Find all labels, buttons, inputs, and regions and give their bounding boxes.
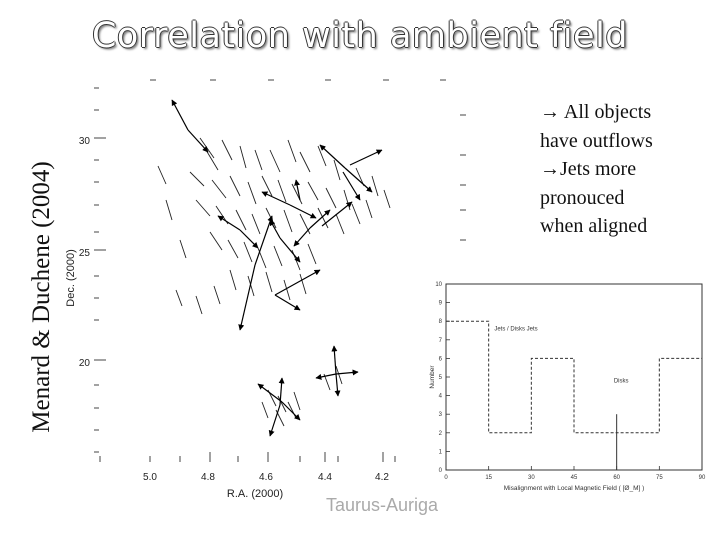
slide-title: Correlation with ambient field [91,16,629,56]
y-tick-label: 7 [439,338,443,344]
histogram-x-axis-label: Misalignment with Local Magnetic Field (… [504,485,645,492]
region-label: Taurus-Auriga [326,495,439,515]
y-tick-label: 5 [439,375,443,381]
y-tick-label: 3 [439,412,443,418]
histogram-y-axis-label: Number [429,365,436,389]
map-x-axis-label: R.A. (2000) [227,488,283,500]
x-tick-label: 5.0 [143,472,157,483]
bullet-line: when aligned [540,215,648,237]
y-tick-label: 20 [79,358,91,369]
bullet-list: → All objects have outflows →Jets more p… [540,98,718,241]
bullet-line: → All objects [540,101,652,123]
x-tick-label: 60 [613,475,620,481]
y-tick-label: 30 [79,136,91,147]
y-tick-label: 2 [439,431,443,437]
x-tick-label: 15 [485,475,492,481]
map-y-axis-label: Dec. (2000) [65,249,77,306]
y-tick-label: 4 [439,394,443,400]
map-frame [94,79,466,462]
y-tick-label: 25 [79,248,91,259]
y-tick-label: 0 [439,468,443,474]
annotation-jets-disks: Jets / Disks Jets [494,327,537,333]
y-tick-label: 1 [439,449,443,455]
outflow-arrows [171,99,383,437]
annotation-disks: Disks [614,379,629,385]
y-tick-label: 8 [439,319,443,325]
x-tick-label: 4.4 [318,472,332,483]
bullet-line: have outflows [540,129,653,152]
y-tick-label: 9 [439,301,443,307]
y-tick-label: 10 [435,282,442,288]
x-tick-label: 4.6 [259,472,273,483]
x-tick-label: 4.8 [201,472,215,483]
x-tick-label: 4.2 [375,472,389,483]
x-tick-label: 0 [444,475,448,481]
x-tick-label: 75 [656,475,663,481]
x-tick-label: 45 [571,475,578,481]
arrow-icon: → [540,101,560,123]
x-tick-label: 30 [528,475,535,481]
bullet-line: →Jets more [540,158,637,180]
arrow-icon: → [540,158,560,180]
y-tick-label: 6 [439,356,443,362]
bullet-line: pronouced [540,186,625,209]
series-jets-disks-line [446,320,702,434]
x-tick-label: 90 [699,475,706,481]
